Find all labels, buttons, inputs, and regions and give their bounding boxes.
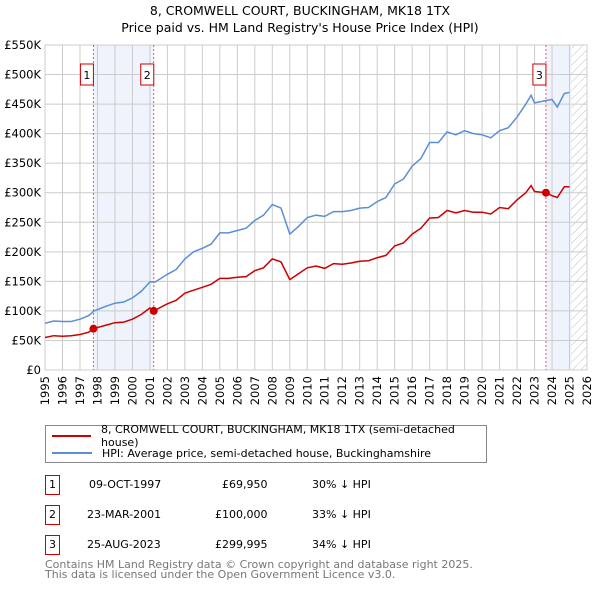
- y-tick-label: £150K: [4, 274, 41, 288]
- sale-date: 25-AUG-2023: [87, 538, 161, 551]
- x-tick-label: 2024: [545, 376, 559, 405]
- x-tick-label: 2022: [510, 376, 524, 405]
- y-tick-label: £200K: [4, 245, 41, 259]
- sale-hpi-diff: 30% ↓ HPI: [312, 478, 371, 491]
- chart-legend: 8, CROMWELL COURT, BUCKINGHAM, MK18 1TX …: [45, 423, 487, 463]
- x-tick-label: 2008: [265, 376, 279, 405]
- sale-date: 09-OCT-1997: [89, 478, 162, 491]
- property-price-line: [44, 184, 570, 339]
- x-tick-label: 2006: [230, 376, 244, 405]
- x-tick-label: 2013: [353, 376, 367, 405]
- sale-label-box: [532, 63, 547, 86]
- x-tick-label: 2019: [458, 376, 472, 405]
- x-tick-label: 2004: [195, 376, 209, 405]
- sale-label: 1: [83, 69, 90, 82]
- y-tick-label: £550K: [4, 38, 41, 52]
- plot-border: [44, 44, 588, 371]
- sale-label-box: [140, 63, 155, 86]
- footer-line: This data is licensed under the Open Gov…: [45, 568, 396, 581]
- x-tick-label: 2023: [528, 376, 542, 405]
- y-tick-label: £0: [26, 363, 41, 377]
- x-tick-label: 1999: [108, 376, 122, 405]
- sale-point: [541, 188, 550, 197]
- y-tick-label: £250K: [4, 215, 41, 229]
- sale-hpi-diff: 34% ↓ HPI: [312, 538, 371, 551]
- y-tick-label: £300K: [4, 186, 41, 200]
- x-tick-label: 2026: [580, 376, 594, 405]
- chart-subtitle: Price paid vs. HM Land Registry's House …: [121, 20, 479, 35]
- x-tick-label: 2009: [283, 376, 297, 405]
- x-tick-label: 2016: [405, 376, 419, 405]
- legend-item-hpi: HPI: Average price, semi-detached house,…: [52, 445, 431, 461]
- forecast-hatch: [571, 45, 587, 370]
- shaded-period: [93, 45, 154, 370]
- y-tick-label: £350K: [4, 156, 41, 170]
- x-tick-label: 2015: [388, 376, 402, 405]
- legend-swatch-blue: [52, 452, 92, 454]
- sale-price: £100,000: [215, 508, 268, 521]
- hpi-line: [44, 91, 570, 325]
- x-tick-label: 2020: [475, 376, 489, 405]
- x-tick-label: 2010: [300, 376, 314, 405]
- y-tick-label: £50K: [12, 333, 42, 347]
- x-tick-label: 2011: [318, 376, 332, 405]
- sale-badge: 3: [45, 535, 60, 555]
- x-tick-label: 2025: [563, 376, 577, 405]
- sale-label-box: [79, 63, 94, 86]
- x-tick-label: 2012: [335, 376, 349, 405]
- sale-label: 2: [144, 69, 151, 82]
- x-tick-label: 1995: [38, 376, 52, 405]
- footer: Contains HM Land Registry data © Crown c…: [45, 558, 473, 581]
- x-tick-label: 2007: [248, 376, 262, 405]
- legend-item-property: 8, CROMWELL COURT, BUCKINGHAM, MK18 1TX …: [52, 423, 486, 449]
- x-tick-label: 1998: [90, 376, 104, 405]
- sale-point: [149, 306, 158, 315]
- legend-swatch-red: [52, 435, 92, 437]
- sale-label: 3: [536, 69, 543, 82]
- sale-badge: 2: [45, 505, 60, 525]
- x-tick-label: 2000: [125, 376, 139, 405]
- x-tick-label: 1996: [55, 376, 69, 405]
- price-chart: 1 2 3 1995 1996 1997 1998 1999 2000 2001 2002 2003…: [4, 38, 594, 405]
- sale-badge: 1: [45, 475, 60, 495]
- sale-date: 23-MAR-2001: [87, 508, 162, 521]
- y-tick-label: £400K: [4, 127, 41, 141]
- chart-title: 8, CROMWELL COURT, BUCKINGHAM, MK18 1TX: [149, 3, 451, 18]
- x-tick-label: 2001: [143, 376, 157, 405]
- sale-point: [89, 324, 98, 333]
- x-tick-label: 2002: [160, 376, 174, 405]
- x-tick-label: 2005: [213, 376, 227, 405]
- legend-label: HPI: Average price, semi-detached house,…: [102, 446, 432, 460]
- x-tick-label: 2017: [423, 376, 437, 405]
- x-tick-label: 1997: [73, 376, 87, 405]
- y-tick-label: £500K: [4, 68, 41, 82]
- y-tick-label: £450K: [4, 97, 41, 111]
- x-tick-label: 2021: [493, 376, 507, 405]
- sale-price: £69,950: [222, 478, 268, 491]
- legend-label: 8, CROMWELL COURT, BUCKINGHAM, MK18 1TX …: [101, 423, 455, 449]
- y-tick-label: £100K: [4, 304, 41, 318]
- x-tick-label: 2018: [440, 376, 454, 405]
- x-tick-label: 2014: [370, 376, 384, 405]
- sale-price: £299,995: [215, 538, 268, 551]
- footer-line: Contains HM Land Registry data © Crown c…: [45, 558, 473, 571]
- shaded-period: [545, 45, 572, 370]
- sale-hpi-diff: 33% ↓ HPI: [312, 508, 371, 521]
- x-tick-label: 2003: [178, 376, 192, 405]
